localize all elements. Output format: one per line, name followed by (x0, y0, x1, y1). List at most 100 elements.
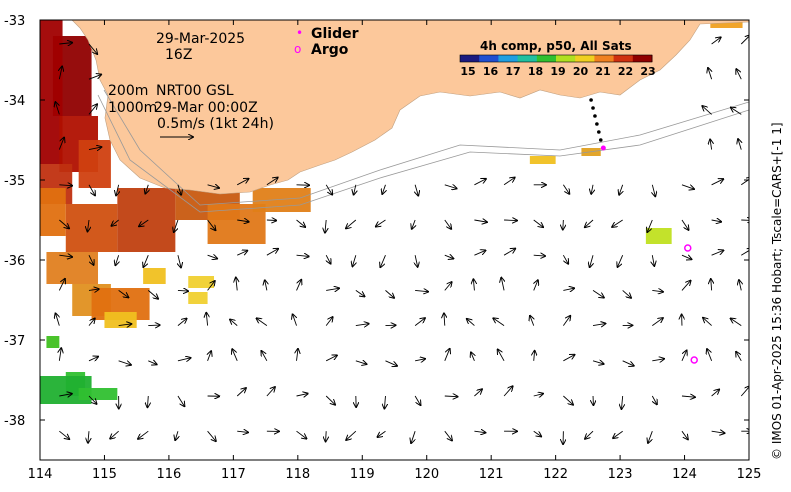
current-arrow (498, 350, 505, 362)
current-arrow (237, 179, 248, 186)
current-arrow (88, 219, 89, 231)
current-arrow (382, 184, 385, 194)
current-arrow (736, 69, 742, 80)
current-arrow (296, 430, 307, 438)
current-arrow (681, 219, 689, 230)
x-tick-label: 121 (479, 467, 504, 482)
current-arrow (326, 254, 330, 263)
current-arrow (533, 219, 543, 227)
current-arrow (297, 349, 298, 361)
current-arrow (385, 360, 397, 366)
current-arrow (380, 255, 386, 267)
x-tick-label: 118 (285, 467, 310, 482)
current-arrow (474, 389, 482, 397)
glider-position (589, 98, 593, 102)
current-arrow (346, 219, 357, 228)
product-label: NRT00 GSL (156, 83, 234, 99)
colorbar-segment (479, 55, 499, 62)
sst-patch (40, 188, 66, 236)
current-arrow (355, 361, 367, 364)
glider-marker-icon: • (296, 26, 303, 40)
current-arrow (206, 313, 207, 326)
current-arrow (681, 396, 695, 397)
current-arrow (474, 220, 486, 222)
sst-patch (65, 204, 118, 252)
x-tick-label: 115 (92, 467, 117, 482)
current-arrow (261, 351, 268, 362)
current-arrow (619, 184, 623, 195)
current-arrow (236, 388, 246, 397)
current-arrow (59, 219, 69, 228)
current-arrow (177, 395, 184, 406)
current-arrow (618, 255, 624, 267)
colorbar-segment (575, 55, 595, 62)
colorbar-label: 19 (550, 65, 565, 78)
isobath-contours (97, 89, 749, 213)
sst-patch (710, 20, 743, 28)
current-arrow (415, 290, 428, 291)
current-arrow (346, 430, 357, 440)
current-arrow (237, 251, 247, 256)
current-arrow (563, 316, 570, 326)
sst-patch (645, 228, 672, 244)
current-arrow (710, 140, 711, 150)
current-arrow (237, 431, 248, 432)
current-arrow (266, 249, 278, 256)
current-arrow (563, 219, 564, 230)
current-arrow (612, 219, 623, 227)
current-arrow (501, 278, 504, 291)
argo-legend-label: Argo (311, 42, 349, 58)
current-arrow (731, 108, 742, 115)
colorbar-title: 4h comp, p50, All Sats (480, 39, 632, 53)
current-arrow (652, 318, 663, 326)
current-arrow (177, 358, 191, 361)
sst-patch (188, 276, 215, 288)
current-arrow (444, 255, 453, 258)
current-arrow (325, 395, 335, 405)
current-arrow (148, 361, 156, 365)
current-arrow (592, 324, 605, 326)
current-arrow (739, 280, 741, 291)
current-arrow (563, 395, 573, 405)
current-arrow (257, 318, 268, 326)
australia-landmass (40, 20, 749, 195)
scale-label: 0.5m/s (1kt 24h) (157, 116, 274, 132)
sst-patch (188, 292, 208, 304)
colorbar-outline (459, 54, 653, 63)
current-arrow (88, 319, 95, 326)
colorbar-segment (460, 55, 480, 62)
sst-patch (529, 156, 556, 164)
current-arrow (562, 254, 568, 263)
hour-label: 16Z (165, 47, 192, 63)
current-arrow (354, 184, 356, 195)
colorbar-segment (517, 55, 538, 62)
x-tick-label: 119 (350, 467, 375, 482)
current-arrow (702, 106, 712, 115)
current-arrow (88, 184, 95, 196)
current-arrow (207, 255, 218, 258)
y-tick-label: -37 (4, 334, 25, 349)
current-arrow (534, 280, 538, 291)
current-arrow (296, 219, 306, 227)
colorbar-label: 22 (618, 65, 633, 78)
current-arrow (474, 179, 486, 186)
current-arrow (681, 430, 688, 439)
current-arrow (59, 394, 71, 396)
current-arrow (741, 178, 749, 186)
current-arrow (88, 104, 97, 115)
current-arrow (652, 395, 657, 404)
glider-legend-label: Glider (311, 26, 359, 42)
current-arrow (88, 75, 101, 80)
current-arrow (533, 430, 541, 436)
credit-text: © IMOS 01-Apr-2025 15:36 Hobart; Tscale=… (770, 122, 784, 460)
current-arrow (266, 178, 278, 186)
map-frame (39, 19, 750, 461)
y-tick-label: -33 (4, 14, 25, 29)
current-arrow (145, 184, 148, 194)
current-arrow (444, 219, 451, 229)
current-arrow (444, 313, 445, 326)
current-arrow (530, 316, 534, 326)
current-arrow (59, 185, 72, 186)
current-arrow (265, 280, 267, 291)
current-arrow (115, 255, 118, 265)
